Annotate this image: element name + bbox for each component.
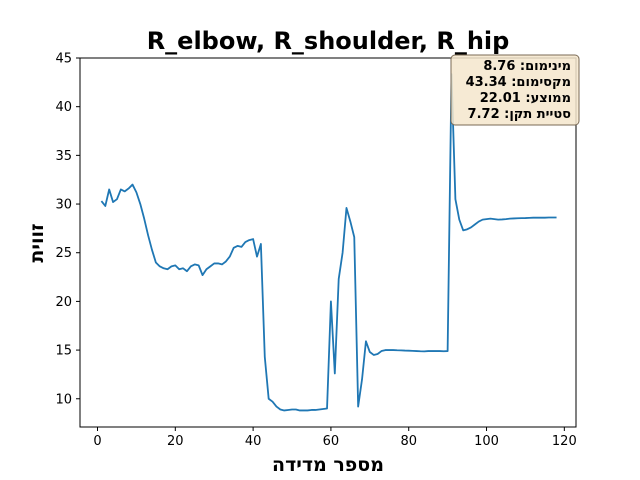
y-tick-label: 40 [55,100,72,115]
x-tick-label: 20 [167,434,184,449]
stat-std: סטיית תקן: 7.72 [468,107,572,122]
x-tick-label: 80 [400,434,417,449]
y-axis-label: זווית [26,223,48,262]
x-axis-label: מספר מדידה [272,454,384,476]
x-tick-label: 120 [552,434,577,449]
x-tick-label: 60 [323,434,340,449]
stats-box: מינימום: 8.76 מקסימום: 43.34 ממוצע: 22.0… [450,54,580,126]
y-tick-label: 20 [55,295,72,310]
y-tick-label: 10 [55,392,72,407]
series-line-0 [100,73,557,412]
x-tick-label: 100 [474,434,499,449]
y-tick-label: 45 [55,52,72,67]
x-axis: 0 20 40 60 80 100 120 [93,427,577,449]
x-tick-label: 0 [93,434,101,449]
y-tick-label: 35 [55,149,72,164]
chart-title: R_elbow, R_shoulder, R_hip [147,27,510,55]
stat-maximum: מקסימום: 43.34 [466,75,571,90]
plot-area [79,57,577,428]
y-axis: 10 15 20 25 30 35 40 45 [55,52,80,407]
stat-mean: ממוצע: 22.01 [480,91,571,106]
y-tick-label: 15 [55,344,72,359]
plot-frame [79,57,577,428]
stats-box-frame [450,54,580,126]
series-layer [100,73,557,412]
x-tick-label: 40 [245,434,262,449]
y-tick-label: 25 [55,246,72,261]
y-tick-label: 30 [55,198,72,213]
stat-minimum: מינימום: 8.76 [483,59,571,74]
